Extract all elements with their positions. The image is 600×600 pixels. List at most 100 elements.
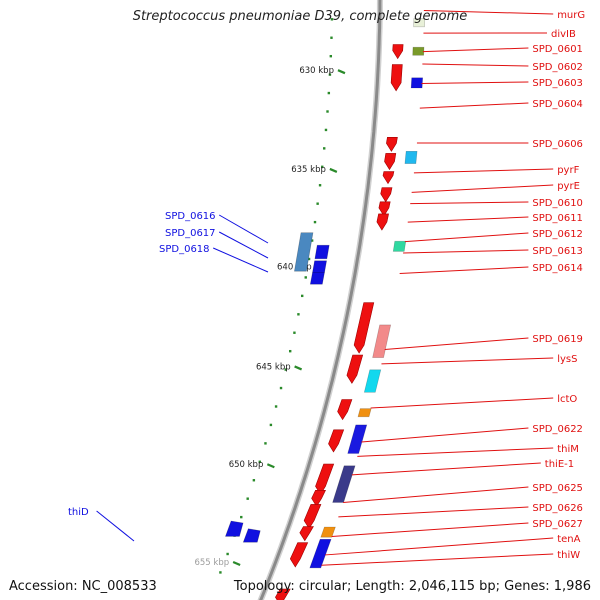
accession-text: Accession: NC_008533: [9, 579, 157, 594]
gene-label-murg: murG: [557, 10, 585, 21]
leader-line: [403, 249, 529, 254]
kbp-label-640-kbp: 640 kbp: [277, 263, 312, 273]
gene-block: [412, 46, 425, 56]
gene-block: [410, 77, 424, 89]
leader-line: [399, 266, 529, 274]
leader-line: [321, 553, 554, 566]
minor-tick: [324, 128, 328, 132]
leader-line: [331, 522, 529, 537]
gene-label-spd-0614: SPD_0614: [532, 263, 583, 274]
gene-label-spd-0618: SPD_0618: [159, 244, 210, 255]
gene-label-spd-0606: SPD_0606: [532, 139, 583, 150]
leader-line: [218, 231, 269, 259]
gene-block: [363, 369, 382, 393]
gene-block: [332, 465, 356, 503]
minor-tick: [326, 110, 329, 113]
minor-tick: [297, 313, 300, 316]
leader-line: [96, 510, 135, 542]
minor-tick: [330, 18, 334, 21]
gene-label-spd-0616: SPD_0616: [165, 211, 216, 222]
kbp-label-650-kbp: 650 kbp: [229, 460, 264, 470]
leader-line: [361, 427, 529, 443]
minor-tick: [288, 349, 292, 353]
map-title: Streptococcus pneumoniae D39, complete g…: [132, 9, 468, 24]
gene-label-spd-0622: SPD_0622: [532, 424, 583, 435]
minor-tick: [269, 423, 273, 427]
minor-tick: [304, 276, 307, 279]
gene-label-spd-0626: SPD_0626: [532, 503, 583, 514]
gene-label-thid: thiD: [68, 507, 89, 518]
leader-line: [381, 357, 554, 365]
leader-line: [212, 247, 269, 273]
gene-arrow: [386, 137, 398, 152]
minor-tick: [307, 257, 311, 261]
minor-tick: [329, 54, 333, 58]
minor-tick: [274, 405, 278, 408]
gene-label-spd-0617: SPD_0617: [165, 228, 216, 239]
major-tick: [266, 463, 275, 469]
leader-line: [413, 168, 554, 174]
gene-arrow: [275, 588, 291, 600]
leader-line: [422, 47, 529, 53]
leader-line: [419, 102, 529, 109]
leader-line: [422, 63, 529, 67]
gene-arrow: [337, 399, 353, 421]
kbp-label-630-kbp: 630 kbp: [299, 66, 334, 76]
gene-block: [413, 18, 426, 28]
minor-tick: [327, 91, 331, 95]
gene-arrow: [384, 153, 397, 171]
gene-arrow: [382, 171, 395, 185]
gene-block-left: [312, 260, 327, 273]
major-tick: [337, 69, 346, 75]
kbp-label-635-kbp: 635 kbp: [291, 165, 326, 175]
major-tick: [329, 167, 338, 173]
gene-label-thiw: thiW: [557, 550, 580, 561]
gene-arrow: [378, 201, 391, 217]
gene-label-pyre: pyrE: [557, 181, 580, 192]
minor-tick: [219, 571, 222, 574]
minor-tick: [328, 73, 332, 76]
gene-block: [372, 324, 392, 358]
minor-tick: [226, 552, 229, 556]
minor-tick: [330, 36, 333, 39]
minor-tick: [258, 460, 261, 463]
gene-arrow: [311, 489, 326, 507]
minor-tick: [264, 442, 267, 445]
gene-label-spd-0627: SPD_0627: [532, 519, 583, 530]
minor-tick: [284, 368, 287, 371]
leader-line: [423, 10, 554, 15]
gene-label-lcto: lctO: [557, 394, 577, 405]
gene-arrow: [380, 187, 393, 203]
gene-block: [404, 151, 418, 164]
gene-block-left: [314, 244, 330, 260]
gene-arrow: [315, 463, 335, 495]
minor-tick: [321, 165, 324, 169]
gene-label-spd-0613: SPD_0613: [532, 246, 583, 257]
gene-label-spd-0610: SPD_0610: [532, 198, 583, 209]
gene-block: [392, 240, 407, 252]
leader-line: [325, 537, 554, 556]
leader-line: [218, 214, 269, 244]
gene-block-thid: [225, 520, 244, 537]
minor-tick: [279, 386, 283, 390]
minor-tick: [246, 497, 249, 500]
minor-tick: [318, 184, 322, 187]
gene-label-pyrf: pyrF: [557, 165, 579, 176]
gene-block: [347, 424, 368, 454]
gene-arrow: [328, 429, 345, 453]
gene-arrow: [353, 302, 375, 354]
gene-label-spd-0603: SPD_0603: [532, 78, 583, 89]
gene-block: [357, 408, 372, 418]
gene-block: [320, 526, 336, 538]
minor-tick: [313, 220, 317, 224]
minor-tick: [293, 331, 296, 334]
gene-arrow: [299, 526, 314, 542]
gene-label-spd-0604: SPD_0604: [532, 99, 583, 110]
gene-block-thid: [242, 528, 261, 543]
gene-arrow: [390, 64, 403, 92]
leader-line: [411, 184, 554, 193]
major-tick: [294, 365, 303, 371]
leader-line: [407, 216, 529, 223]
